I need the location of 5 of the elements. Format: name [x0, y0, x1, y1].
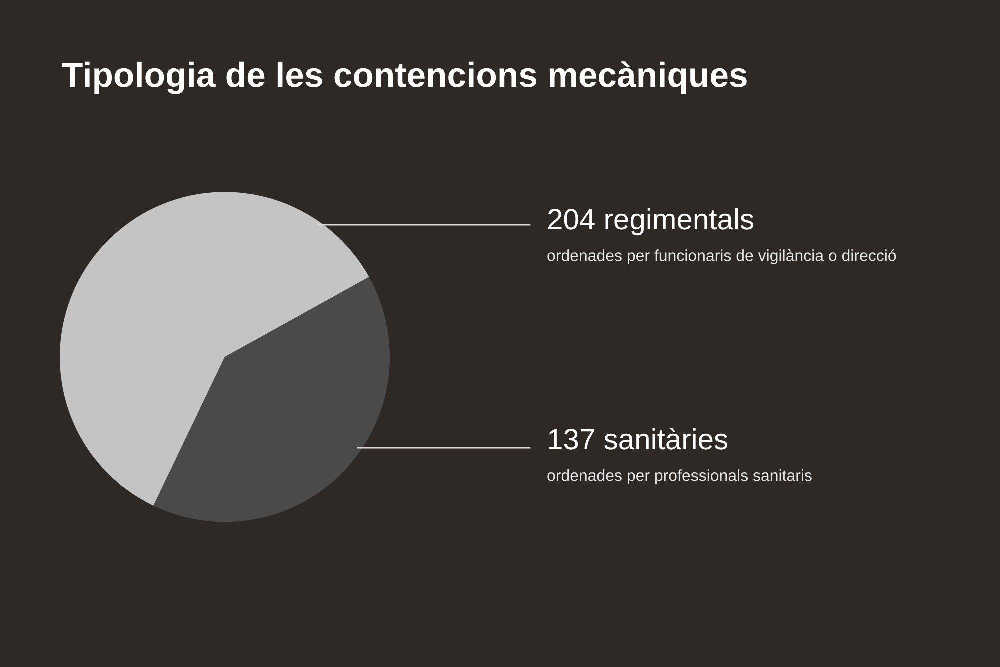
text: ordenades per professionals sanitaris — [548, 470, 812, 484]
slice-label: 204 regimentals — [548, 208, 754, 236]
chart-title: Tipologia de les contencions mecàniques — [62, 62, 747, 94]
text: ordenades per funcionaris de vigilància o direcció — [548, 249, 896, 265]
slice-label: 137 sanitàries — [549, 428, 728, 450]
